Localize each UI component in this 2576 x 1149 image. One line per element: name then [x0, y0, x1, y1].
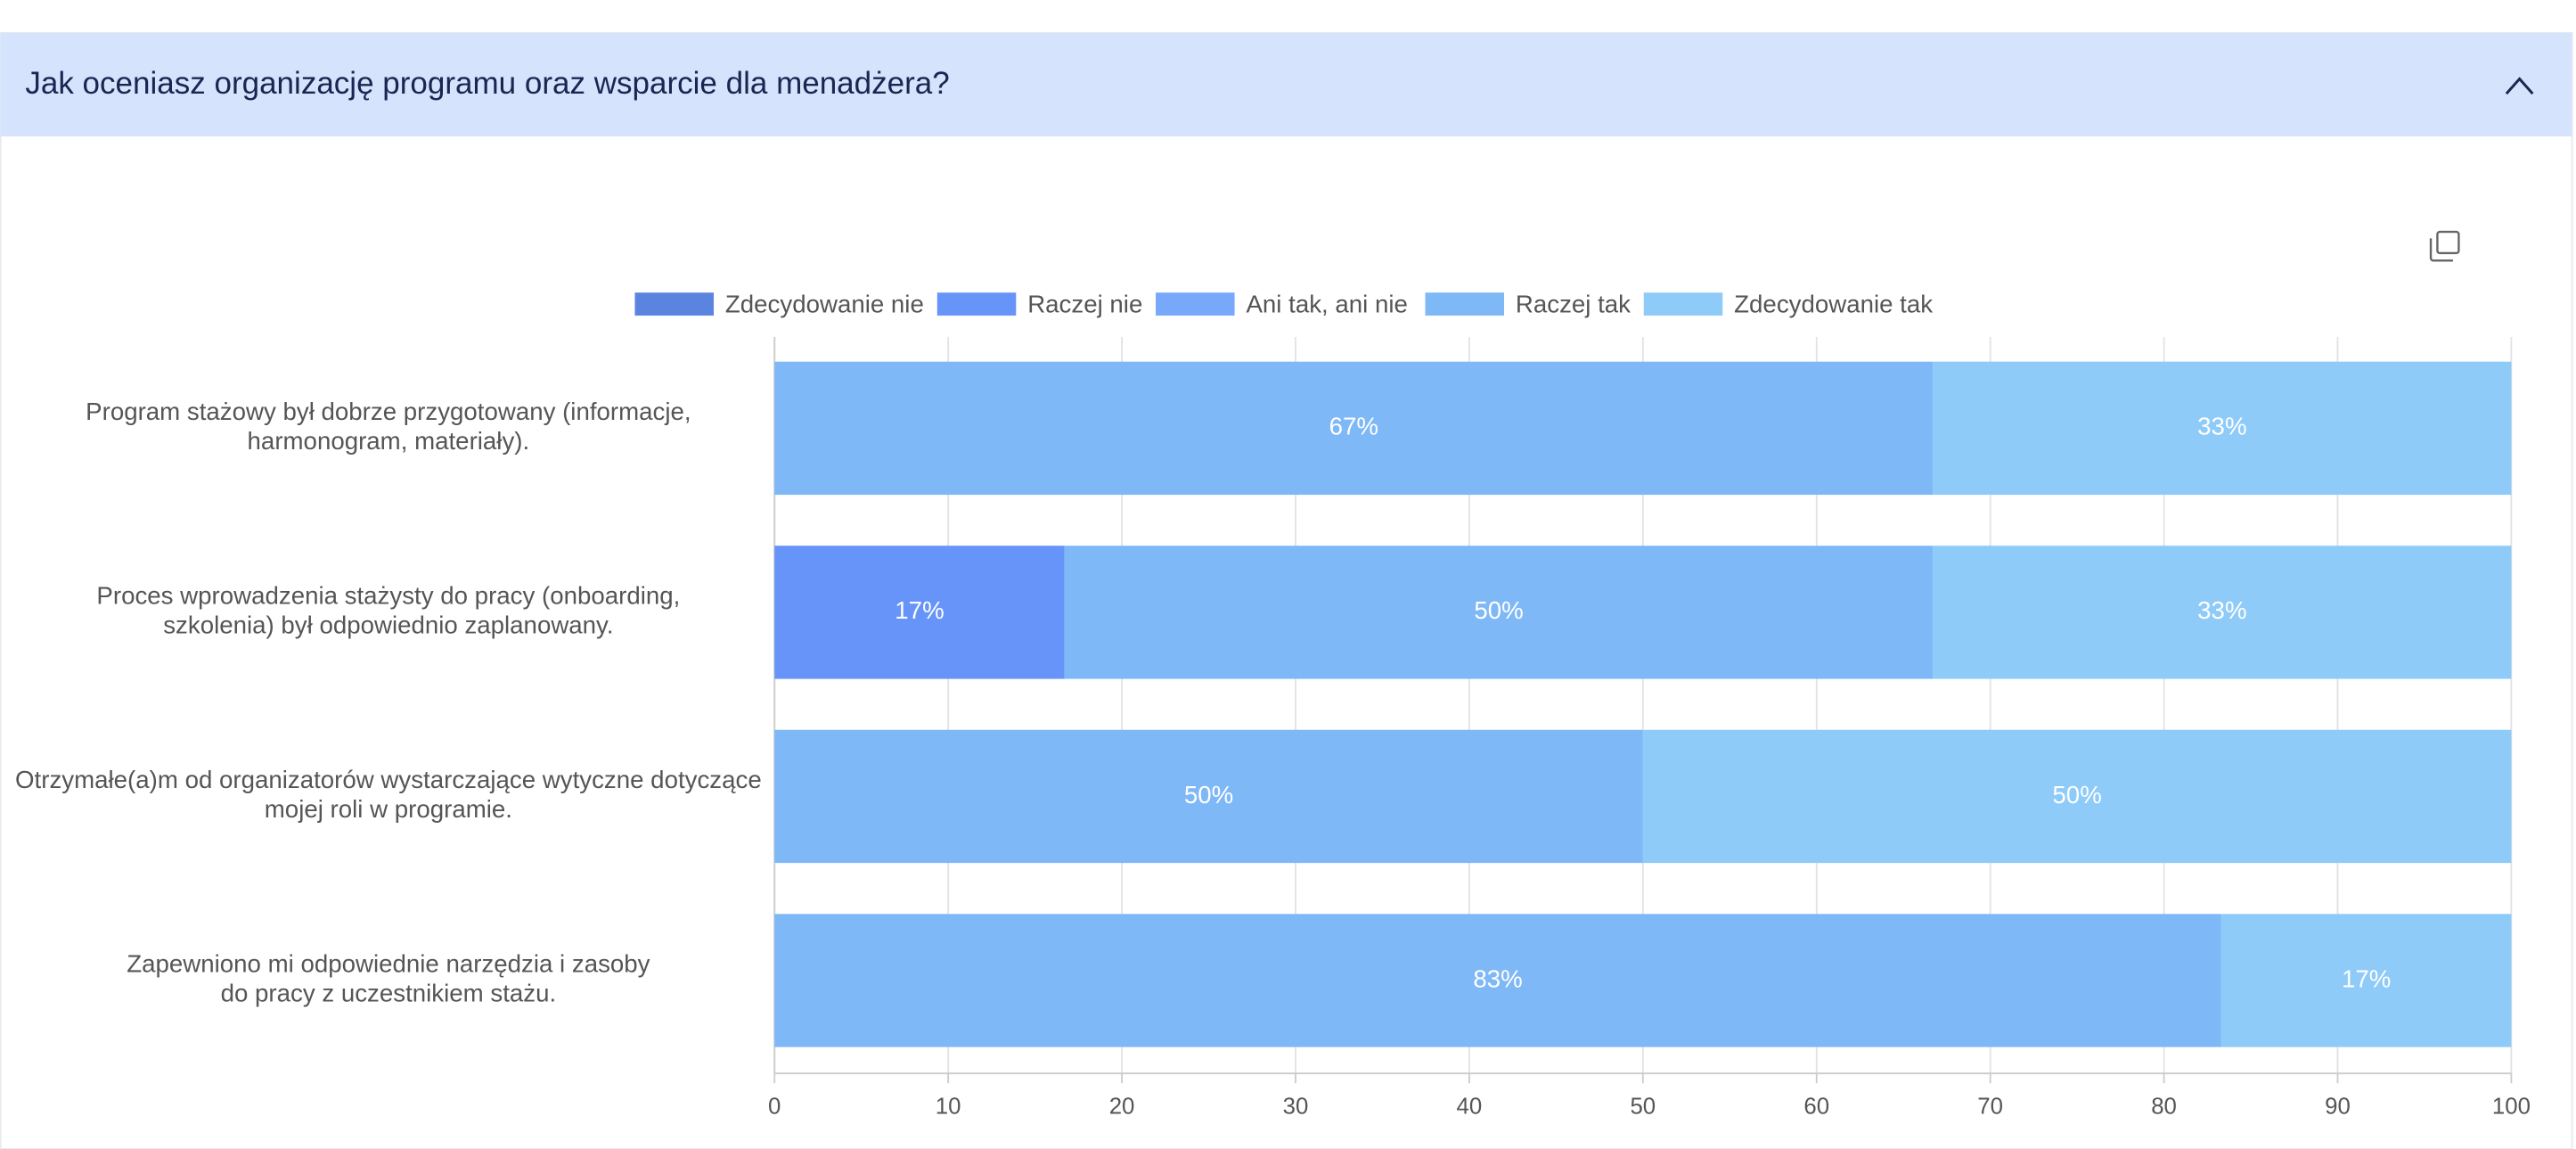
y-category-label: Otrzymałe(a)m od organizatorów wystarcza… — [15, 766, 762, 823]
bar-segment — [774, 361, 1934, 496]
copy-button[interactable] — [2429, 230, 2460, 262]
data-label: 17% — [895, 596, 944, 624]
x-tick-label: 80 — [2151, 1095, 2177, 1120]
legend-swatch — [634, 292, 714, 316]
y-category-label: Proces wprowadzenia stażysty do pracy (o… — [96, 582, 680, 639]
data-label: 33% — [2197, 596, 2246, 624]
legend-swatch — [1156, 292, 1235, 316]
x-tick-label: 0 — [768, 1095, 781, 1120]
y-category-label: Program stażowy był dobrze przygotowany … — [86, 398, 691, 455]
legend-label: Zdecydowanie nie — [725, 290, 924, 317]
bar-segment — [2220, 914, 2512, 1047]
legend-label: Raczej tak — [1516, 290, 1631, 317]
question-title: Jak oceniasz organizację programu oraz w… — [25, 66, 949, 101]
x-tick-label: 40 — [1457, 1095, 1483, 1120]
legend-label: Zdecydowanie tak — [1734, 290, 1933, 317]
y-category-label: Zapewniono mi odpowiednie narzędzia i za… — [127, 950, 650, 1007]
bar-segment — [1642, 729, 2512, 864]
x-tick-label: 30 — [1283, 1095, 1309, 1120]
x-tick-label: 20 — [1109, 1095, 1135, 1120]
data-label: 33% — [2197, 413, 2246, 440]
data-label: 17% — [2342, 964, 2391, 992]
bar-segment — [1933, 361, 2512, 496]
data-label: 67% — [1329, 413, 1378, 440]
bar-segment — [1933, 546, 2512, 679]
x-tick-label: 50 — [1630, 1095, 1656, 1120]
data-label: 50% — [2052, 781, 2101, 808]
data-label: 83% — [1473, 964, 1522, 992]
bar-segment — [774, 729, 1643, 864]
legend-swatch — [1425, 292, 1504, 316]
x-tick-label: 10 — [936, 1095, 961, 1120]
x-tick-label: 90 — [2325, 1095, 2351, 1120]
data-label: 50% — [1474, 596, 1523, 624]
bar-segment — [774, 914, 2221, 1047]
legend-swatch — [936, 292, 1017, 316]
bar-segment — [774, 546, 1065, 679]
legend-label: Raczej nie — [1027, 290, 1142, 317]
legend-swatch — [1643, 292, 1723, 316]
collapse-button[interactable] — [2505, 77, 2534, 95]
bar-segment — [1064, 546, 1934, 679]
data-label: 50% — [1184, 781, 1233, 808]
card-header — [0, 32, 2572, 137]
x-tick-label: 60 — [1803, 1095, 1829, 1120]
x-tick-label: 100 — [2492, 1095, 2531, 1120]
legend-label: Ani tak, ani nie — [1246, 290, 1407, 317]
x-tick-label: 70 — [1977, 1095, 2003, 1120]
